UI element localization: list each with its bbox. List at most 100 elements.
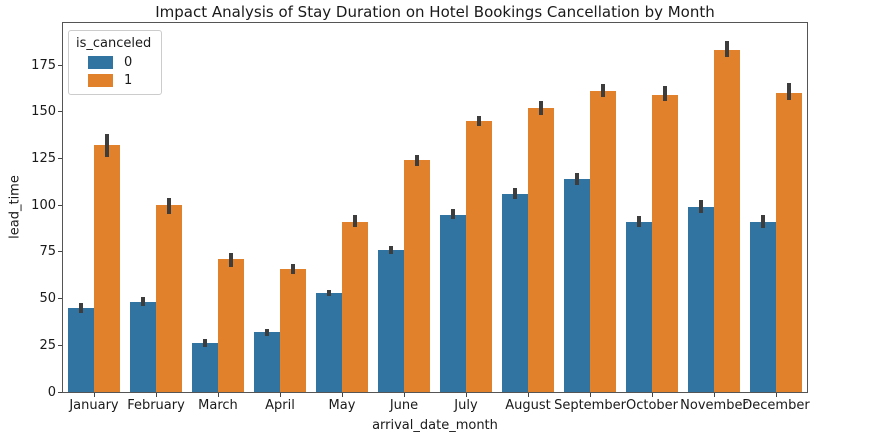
errorbar-august-canceled-1 bbox=[539, 100, 543, 115]
errorbar-december-canceled-1 bbox=[787, 82, 791, 100]
errorbar-may-canceled-1 bbox=[353, 215, 357, 228]
errorbar-september-canceled-1 bbox=[601, 83, 605, 97]
x-tick-mark-april bbox=[279, 393, 281, 397]
x-tick-mark-may bbox=[341, 393, 343, 397]
x-tick-mark-january bbox=[93, 393, 95, 397]
bar-may-canceled-1 bbox=[342, 222, 368, 392]
x-tick-mark-february bbox=[155, 393, 157, 397]
bar-january-canceled-0 bbox=[68, 307, 94, 392]
x-tick-mark-september bbox=[589, 393, 591, 397]
x-tick-mark-june bbox=[403, 393, 405, 397]
y-tick-mark-150 bbox=[58, 111, 62, 113]
bar-october-canceled-1 bbox=[652, 94, 678, 392]
bar-march-canceled-1 bbox=[218, 259, 244, 392]
bar-september-canceled-0 bbox=[564, 179, 590, 392]
x-tick-label-january: January bbox=[69, 398, 119, 413]
x-tick-label-august: August bbox=[505, 398, 551, 413]
errorbar-february-canceled-1 bbox=[167, 197, 171, 214]
legend-swatch-0 bbox=[88, 56, 113, 69]
errorbar-april-canceled-0 bbox=[265, 328, 269, 336]
x-tick-mark-december bbox=[775, 393, 777, 397]
errorbar-april-canceled-1 bbox=[291, 264, 295, 275]
y-tick-mark-75 bbox=[58, 251, 62, 253]
errorbar-may-canceled-0 bbox=[327, 290, 331, 296]
x-tick-mark-october bbox=[651, 393, 653, 397]
y-tick-label-125: 125 bbox=[31, 150, 56, 166]
x-tick-label-april: April bbox=[265, 398, 295, 413]
legend-title: is_canceled bbox=[76, 36, 152, 51]
x-tick-label-may: May bbox=[328, 398, 356, 413]
y-tick-mark-125 bbox=[58, 157, 62, 159]
x-tick-label-september: September bbox=[554, 398, 626, 413]
y-tick-label-25: 25 bbox=[39, 337, 56, 353]
bar-november-canceled-1 bbox=[714, 50, 740, 392]
legend-swatch-1 bbox=[88, 74, 113, 87]
errorbar-january-canceled-0 bbox=[79, 303, 83, 313]
y-tick-label-175: 175 bbox=[31, 57, 56, 73]
bar-june-canceled-0 bbox=[378, 250, 404, 392]
y-tick-mark-100 bbox=[58, 204, 62, 206]
errorbar-june-canceled-0 bbox=[389, 246, 393, 254]
errorbar-july-canceled-1 bbox=[477, 115, 481, 126]
errorbar-august-canceled-0 bbox=[513, 188, 517, 199]
y-tick-mark-50 bbox=[58, 298, 62, 300]
bar-june-canceled-1 bbox=[404, 160, 430, 392]
x-tick-mark-november bbox=[713, 393, 715, 397]
y-tick-mark-175 bbox=[58, 64, 62, 66]
x-tick-label-june: June bbox=[389, 398, 419, 413]
bar-march-canceled-0 bbox=[192, 343, 218, 392]
errorbar-june-canceled-1 bbox=[415, 154, 419, 166]
bar-february-canceled-1 bbox=[156, 205, 182, 392]
y-tick-label-150: 150 bbox=[31, 104, 56, 120]
errorbar-march-canceled-1 bbox=[229, 252, 233, 267]
bar-september-canceled-1 bbox=[590, 91, 616, 392]
y-tick-label-50: 50 bbox=[39, 291, 56, 307]
x-axis-label: arrival_date_month bbox=[372, 418, 498, 433]
x-tick-mark-march bbox=[217, 393, 219, 397]
errorbar-october-canceled-1 bbox=[663, 85, 667, 102]
errorbar-october-canceled-0 bbox=[637, 216, 641, 227]
x-tick-mark-july bbox=[465, 393, 467, 397]
bar-january-canceled-1 bbox=[94, 145, 120, 392]
y-tick-label-75: 75 bbox=[39, 244, 56, 260]
bar-april-canceled-1 bbox=[280, 268, 306, 392]
errorbar-march-canceled-0 bbox=[203, 338, 207, 348]
x-tick-label-october: October bbox=[625, 398, 679, 413]
x-tick-mark-august bbox=[527, 393, 529, 397]
bar-april-canceled-0 bbox=[254, 332, 280, 392]
y-tick-mark-0 bbox=[58, 391, 62, 393]
x-tick-label-july: July bbox=[454, 398, 478, 413]
bar-may-canceled-0 bbox=[316, 293, 342, 392]
y-tick-label-100: 100 bbox=[31, 197, 56, 213]
x-tick-label-february: February bbox=[127, 398, 185, 413]
legend-entry-1: 1 bbox=[76, 73, 151, 88]
errorbar-december-canceled-0 bbox=[761, 214, 765, 228]
bar-october-canceled-0 bbox=[626, 222, 652, 392]
errorbar-november-canceled-1 bbox=[725, 40, 729, 58]
errorbar-february-canceled-0 bbox=[141, 296, 145, 306]
legend-label-0: 0 bbox=[124, 55, 133, 70]
legend-entry-0: 0 bbox=[76, 55, 151, 70]
bar-february-canceled-0 bbox=[130, 302, 156, 392]
x-tick-label-march: March bbox=[198, 398, 238, 413]
bar-december-canceled-0 bbox=[750, 222, 776, 392]
bar-august-canceled-0 bbox=[502, 194, 528, 392]
bar-august-canceled-1 bbox=[528, 108, 554, 392]
errorbar-january-canceled-1 bbox=[105, 134, 109, 157]
errorbar-november-canceled-0 bbox=[699, 199, 703, 213]
bar-july-canceled-0 bbox=[440, 214, 466, 392]
errorbar-july-canceled-0 bbox=[451, 208, 455, 220]
x-tick-label-december: December bbox=[742, 398, 810, 413]
y-tick-label-0: 0 bbox=[47, 384, 56, 400]
bar-november-canceled-0 bbox=[688, 207, 714, 392]
errorbar-september-canceled-0 bbox=[575, 173, 579, 185]
y-tick-mark-25 bbox=[58, 344, 62, 346]
chart-title: Impact Analysis of Stay Duration on Hote… bbox=[155, 3, 715, 21]
x-tick-label-november: November bbox=[680, 398, 748, 413]
bar-july-canceled-1 bbox=[466, 121, 492, 392]
bar-december-canceled-1 bbox=[776, 93, 802, 392]
